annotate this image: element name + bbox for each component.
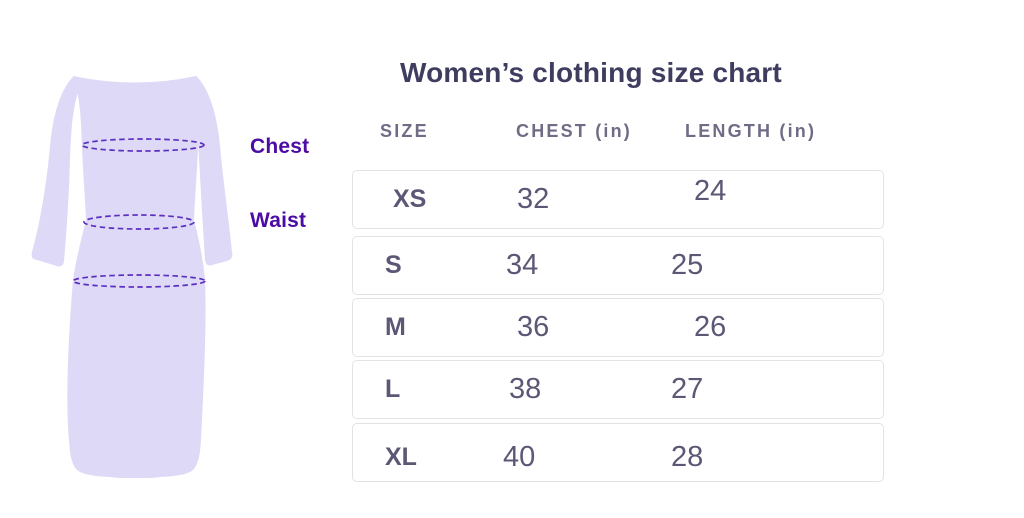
table-row-l: L 38 27 bbox=[352, 360, 884, 419]
size-cell: L bbox=[385, 375, 401, 403]
waist-measure-line bbox=[83, 214, 195, 230]
size-cell: S bbox=[385, 251, 402, 279]
length-cell: 24 bbox=[694, 175, 727, 207]
length-cell: 25 bbox=[671, 249, 704, 281]
table-row-m: M 36 26 bbox=[352, 298, 884, 357]
table-row-s: S 34 25 bbox=[352, 236, 884, 295]
dress-illustration bbox=[31, 76, 233, 478]
length-cell: 28 bbox=[671, 441, 704, 473]
length-cell: 26 bbox=[694, 311, 727, 343]
chest-cell: 34 bbox=[506, 249, 539, 281]
size-cell: M bbox=[385, 313, 406, 341]
chest-cell: 38 bbox=[509, 373, 542, 405]
chest-cell: 32 bbox=[517, 183, 550, 215]
column-header-size: SIZE bbox=[380, 120, 429, 141]
chest-cell: 36 bbox=[517, 311, 550, 343]
hip-measure-line bbox=[72, 274, 206, 288]
chest-cell: 40 bbox=[503, 441, 536, 473]
size-cell: XL bbox=[385, 443, 417, 471]
length-cell: 27 bbox=[671, 373, 704, 405]
chest-label: Chest bbox=[250, 135, 310, 158]
table-row-xs: XS 32 24 bbox=[352, 170, 884, 229]
chart-title: Women’s clothing size chart bbox=[400, 57, 782, 88]
table-header-row: SIZE CHEST (in) LENGTH (in) bbox=[352, 120, 884, 142]
size-cell: XS bbox=[393, 185, 427, 213]
dress-sleeve-left bbox=[31, 76, 84, 267]
dress-sleeve-right bbox=[180, 76, 233, 266]
column-header-length: LENGTH (in) bbox=[685, 120, 817, 141]
chest-measure-line bbox=[81, 138, 205, 152]
waist-label: Waist bbox=[250, 209, 307, 232]
table-row-xl: XL 40 28 bbox=[352, 423, 884, 482]
column-header-chest: CHEST (in) bbox=[516, 120, 632, 141]
dress-body bbox=[67, 76, 206, 478]
